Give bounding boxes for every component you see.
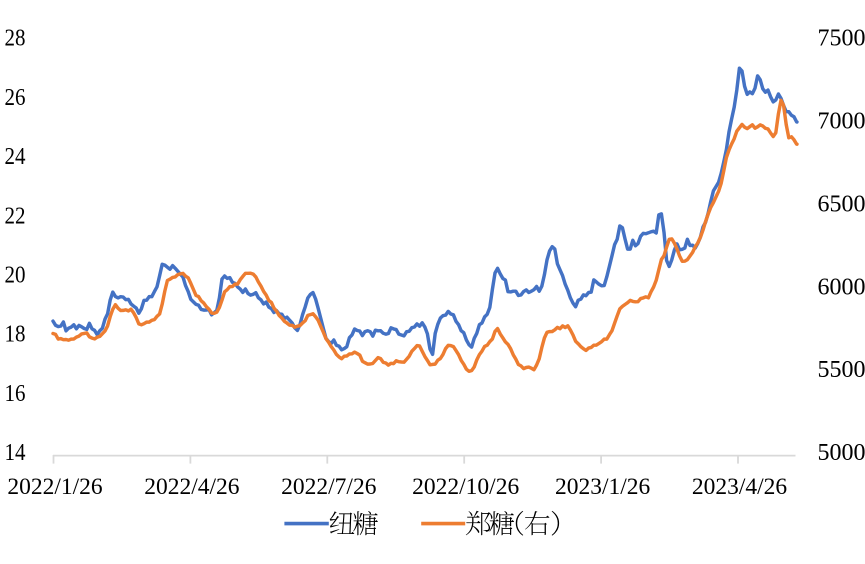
svg-text:2022/4/26: 2022/4/26 bbox=[144, 474, 240, 500]
svg-text:18: 18 bbox=[5, 321, 26, 348]
svg-text:22: 22 bbox=[5, 202, 26, 229]
svg-text:5500: 5500 bbox=[818, 356, 865, 383]
svg-text:26: 26 bbox=[5, 84, 26, 111]
svg-text:2022/10/26: 2022/10/26 bbox=[412, 474, 519, 500]
svg-text:2023/4/26: 2023/4/26 bbox=[692, 474, 788, 500]
svg-text:6000: 6000 bbox=[818, 273, 865, 300]
svg-text:5000: 5000 bbox=[818, 439, 865, 466]
svg-text:20: 20 bbox=[5, 262, 26, 289]
svg-text:2022/1/26: 2022/1/26 bbox=[7, 474, 103, 500]
svg-text:2023/1/26: 2023/1/26 bbox=[555, 474, 651, 500]
svg-text:7000: 7000 bbox=[818, 108, 865, 135]
svg-text:7500: 7500 bbox=[818, 25, 865, 52]
svg-text:14: 14 bbox=[5, 439, 26, 466]
svg-text:16: 16 bbox=[5, 380, 26, 407]
svg-text:2022/7/26: 2022/7/26 bbox=[281, 474, 377, 500]
svg-text:24: 24 bbox=[5, 143, 26, 170]
svg-text:6500: 6500 bbox=[818, 190, 865, 217]
svg-text:28: 28 bbox=[5, 25, 26, 52]
